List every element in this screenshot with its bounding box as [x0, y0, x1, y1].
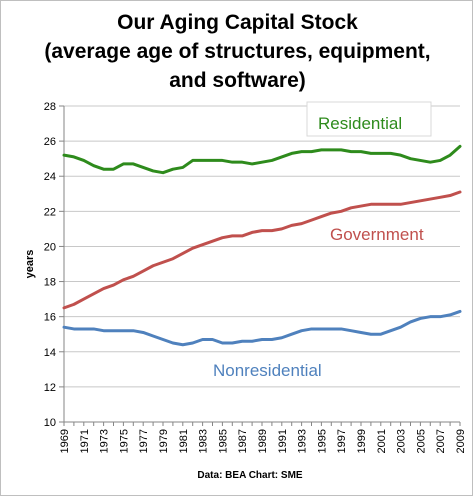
- series-lines: [62, 144, 462, 347]
- x-tick-label: 2007: [435, 429, 447, 453]
- series-line-government: [62, 190, 462, 310]
- x-tick-label: 1981: [178, 429, 190, 453]
- y-tick-label: 16: [44, 312, 56, 324]
- x-tick-labels: 1969 1971 1973 1975 1977 1979 1981 1983 1985 1987…: [59, 429, 467, 453]
- y-tick-labels: 10 12 14 16 18 20 22 24 26 28: [44, 101, 56, 429]
- axes: [59, 105, 461, 426]
- series-line-nonresidential: [62, 309, 462, 347]
- x-tick-label: 2001: [376, 429, 388, 453]
- series-label-residential: Residential: [318, 114, 402, 133]
- legend-box: [306, 101, 432, 137]
- x-tick-label: 1989: [257, 429, 269, 453]
- gridlines: [64, 105, 460, 388]
- x-tick-label: 1969: [59, 429, 71, 453]
- x-tick-label: 1983: [198, 429, 210, 453]
- source-note: Data: BEA Chart: SME: [197, 470, 303, 481]
- x-tick-label: 1995: [316, 429, 328, 453]
- x-tick-label: 1973: [99, 429, 111, 453]
- y-axis-label: years: [24, 250, 36, 279]
- x-tick-label: 2005: [415, 429, 427, 453]
- x-tick-label: 1999: [356, 429, 368, 453]
- series-labels: Residential Government Nonresidential: [213, 101, 432, 380]
- series-label-nonresidential: Nonresidential: [213, 361, 322, 380]
- x-tick-label: 1997: [336, 429, 348, 453]
- chart-title: Our Aging Capital Stock (average age of …: [0, 8, 475, 95]
- x-tick-label: 2009: [455, 429, 467, 453]
- series-line-residential: [62, 144, 462, 175]
- chart-title-line-1: Our Aging Capital Stock: [117, 11, 358, 34]
- x-tick-label: 1979: [158, 429, 170, 453]
- x-tick-label: 1977: [138, 429, 150, 453]
- y-tick-label: 22: [44, 206, 56, 218]
- y-tick-label: 28: [44, 101, 56, 113]
- y-tick-label: 12: [44, 382, 56, 394]
- x-tick-label: 2003: [396, 429, 408, 453]
- x-tick-label: 1971: [79, 429, 91, 453]
- y-tick-label: 14: [44, 347, 56, 359]
- x-tick-label: 1991: [277, 429, 289, 453]
- y-tick-label: 20: [44, 241, 56, 253]
- y-tick-label: 24: [44, 171, 56, 183]
- x-tick-label: 1985: [217, 429, 229, 453]
- x-tick-label: 1993: [297, 429, 309, 453]
- chart-title-line-3: and software): [169, 69, 306, 92]
- series-label-government: Government: [330, 225, 424, 244]
- y-tick-label: 26: [44, 136, 56, 148]
- x-tick-label: 1975: [118, 429, 130, 453]
- y-tick-label: 10: [44, 417, 56, 429]
- y-tick-label: 18: [44, 277, 56, 289]
- x-tick-label: 1987: [237, 429, 249, 453]
- chart-title-line-2: (average age of structures, equipment,: [44, 40, 431, 63]
